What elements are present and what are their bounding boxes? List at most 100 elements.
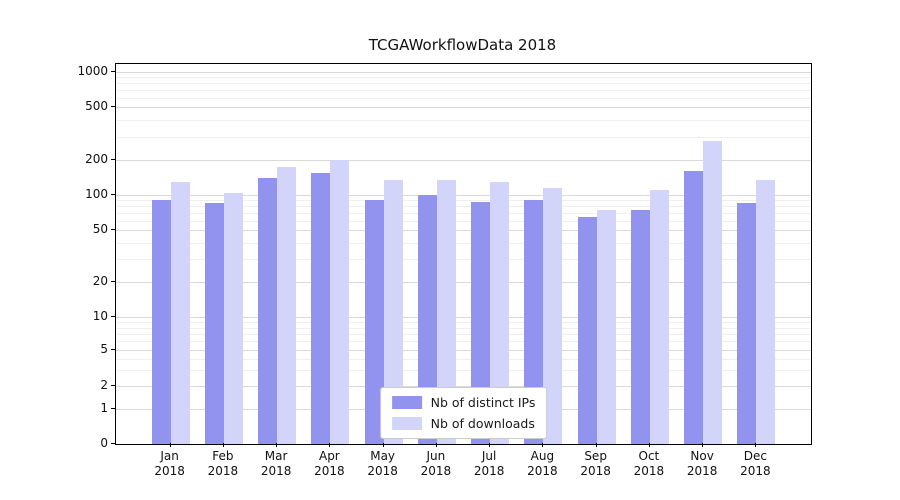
x-tick-month: Jan: [160, 449, 179, 463]
bar-downloads: [170, 181, 190, 444]
y-tick-label: 500: [85, 98, 108, 113]
x-tick-label: Nov 2018: [674, 449, 730, 479]
x-tick-year: 2018: [580, 464, 611, 478]
gridline-minor: [116, 242, 811, 244]
legend-label-distinct-ips: Nb of distinct IPs: [430, 395, 536, 410]
legend-swatch-downloads: [391, 417, 422, 430]
x-tick-month: May: [370, 449, 396, 463]
y-tick-label: 1: [100, 401, 108, 416]
x-tick-mark: [542, 443, 544, 447]
gridline-minor: [116, 213, 811, 215]
x-tick-label: Jun 2018: [408, 449, 464, 479]
y-tick-mark: [111, 194, 115, 196]
x-tick-mark: [489, 443, 491, 447]
x-tick-label: Jul 2018: [461, 449, 517, 479]
legend-swatch-distinct-ips: [391, 396, 422, 409]
y-tick-mark: [111, 316, 115, 318]
y-tick-mark: [111, 349, 115, 351]
gridline-minor: [116, 220, 811, 222]
x-tick-label: Aug 2018: [514, 449, 570, 479]
gridline-major: [116, 317, 811, 319]
bar-distinct-ips: [577, 216, 597, 444]
x-tick-mark: [169, 443, 171, 447]
y-tick-mark: [111, 229, 115, 231]
gridline-minor: [116, 358, 811, 360]
gridline-minor: [116, 97, 811, 99]
plot-area: Nb of distinct IPs Nb of downloads: [115, 63, 812, 445]
y-tick-label: 20: [92, 274, 108, 289]
bar-distinct-ips: [258, 178, 278, 444]
y-tick-mark: [111, 443, 115, 444]
bar-distinct-ips: [151, 200, 171, 444]
bar-downloads: [436, 179, 456, 444]
x-tick-label: Dec 2018: [727, 449, 783, 479]
gridline-major: [116, 160, 811, 162]
x-tick-month: Aug: [530, 449, 555, 463]
x-tick-month: Jun: [426, 449, 446, 463]
bar-distinct-ips: [364, 200, 384, 444]
bar-distinct-ips: [524, 200, 544, 444]
x-tick-year: 2018: [740, 464, 771, 478]
x-tick-label: Mar 2018: [248, 449, 304, 479]
x-tick-mark: [755, 443, 757, 447]
gridline-major: [116, 385, 811, 387]
x-tick-mark: [702, 443, 704, 447]
legend-item-distinct-ips: Nb of distinct IPs: [391, 395, 536, 410]
legend-item-downloads: Nb of downloads: [391, 416, 536, 431]
bar-downloads: [703, 140, 723, 444]
bar-downloads: [649, 190, 669, 444]
gridline-minor: [116, 327, 811, 329]
bar-downloads: [277, 166, 297, 444]
bar-distinct-ips: [311, 173, 331, 444]
x-tick-label: May 2018: [355, 449, 411, 479]
x-tick-mark: [382, 443, 384, 447]
x-tick-mark: [276, 443, 278, 447]
gridline-minor: [116, 136, 811, 138]
x-tick-year: 2018: [633, 464, 665, 478]
y-tick-label: 50: [92, 222, 108, 237]
x-tick-label: Sep 2018: [568, 449, 624, 479]
x-tick-year: 2018: [367, 464, 398, 478]
y-tick-mark: [111, 408, 115, 410]
bar-downloads: [596, 209, 616, 444]
bar-distinct-ips: [204, 203, 224, 444]
y-tick-label: 2: [100, 377, 108, 392]
gridline-minor: [116, 206, 811, 208]
bar-downloads: [223, 192, 243, 444]
x-tick-label: Oct 2018: [621, 449, 677, 479]
chart-title: TCGAWorkflowData 2018: [368, 36, 557, 54]
x-tick-month: Apr: [318, 449, 340, 463]
bar-downloads: [543, 188, 563, 444]
bar-distinct-ips: [630, 209, 650, 444]
gridline-minor: [116, 370, 811, 372]
legend: Nb of distinct IPs Nb of downloads: [379, 387, 548, 439]
gridline-minor: [116, 322, 811, 324]
x-tick-year: 2018: [207, 464, 239, 478]
x-tick-month: Oct: [638, 449, 660, 463]
y-tick-mark: [111, 281, 115, 283]
x-tick-label: Jan 2018: [142, 449, 198, 479]
x-tick-mark: [329, 443, 331, 447]
y-tick-mark: [111, 70, 115, 72]
y-tick-label: 1000: [77, 63, 108, 78]
y-tick-label: 5: [100, 342, 108, 357]
x-tick-label: Feb 2018: [195, 449, 251, 479]
y-tick-mark: [111, 384, 115, 386]
gridline-major: [116, 195, 811, 197]
y-tick-mark: [111, 159, 115, 161]
y-tick-label: 0: [100, 436, 108, 450]
gridline-minor: [116, 334, 811, 336]
x-tick-year: 2018: [260, 464, 292, 478]
x-tick-year: 2018: [314, 464, 345, 478]
x-tick-month: Nov: [690, 449, 714, 463]
bar-downloads: [330, 160, 350, 444]
x-tick-year: 2018: [420, 464, 452, 478]
x-tick-mark: [648, 443, 650, 447]
x-tick-label: Apr 2018: [301, 449, 357, 479]
x-tick-mark: [222, 443, 224, 447]
y-tick-mark: [111, 105, 115, 107]
bar-downloads: [383, 179, 403, 444]
gridline-minor: [116, 119, 811, 121]
x-tick-year: 2018: [473, 464, 505, 478]
